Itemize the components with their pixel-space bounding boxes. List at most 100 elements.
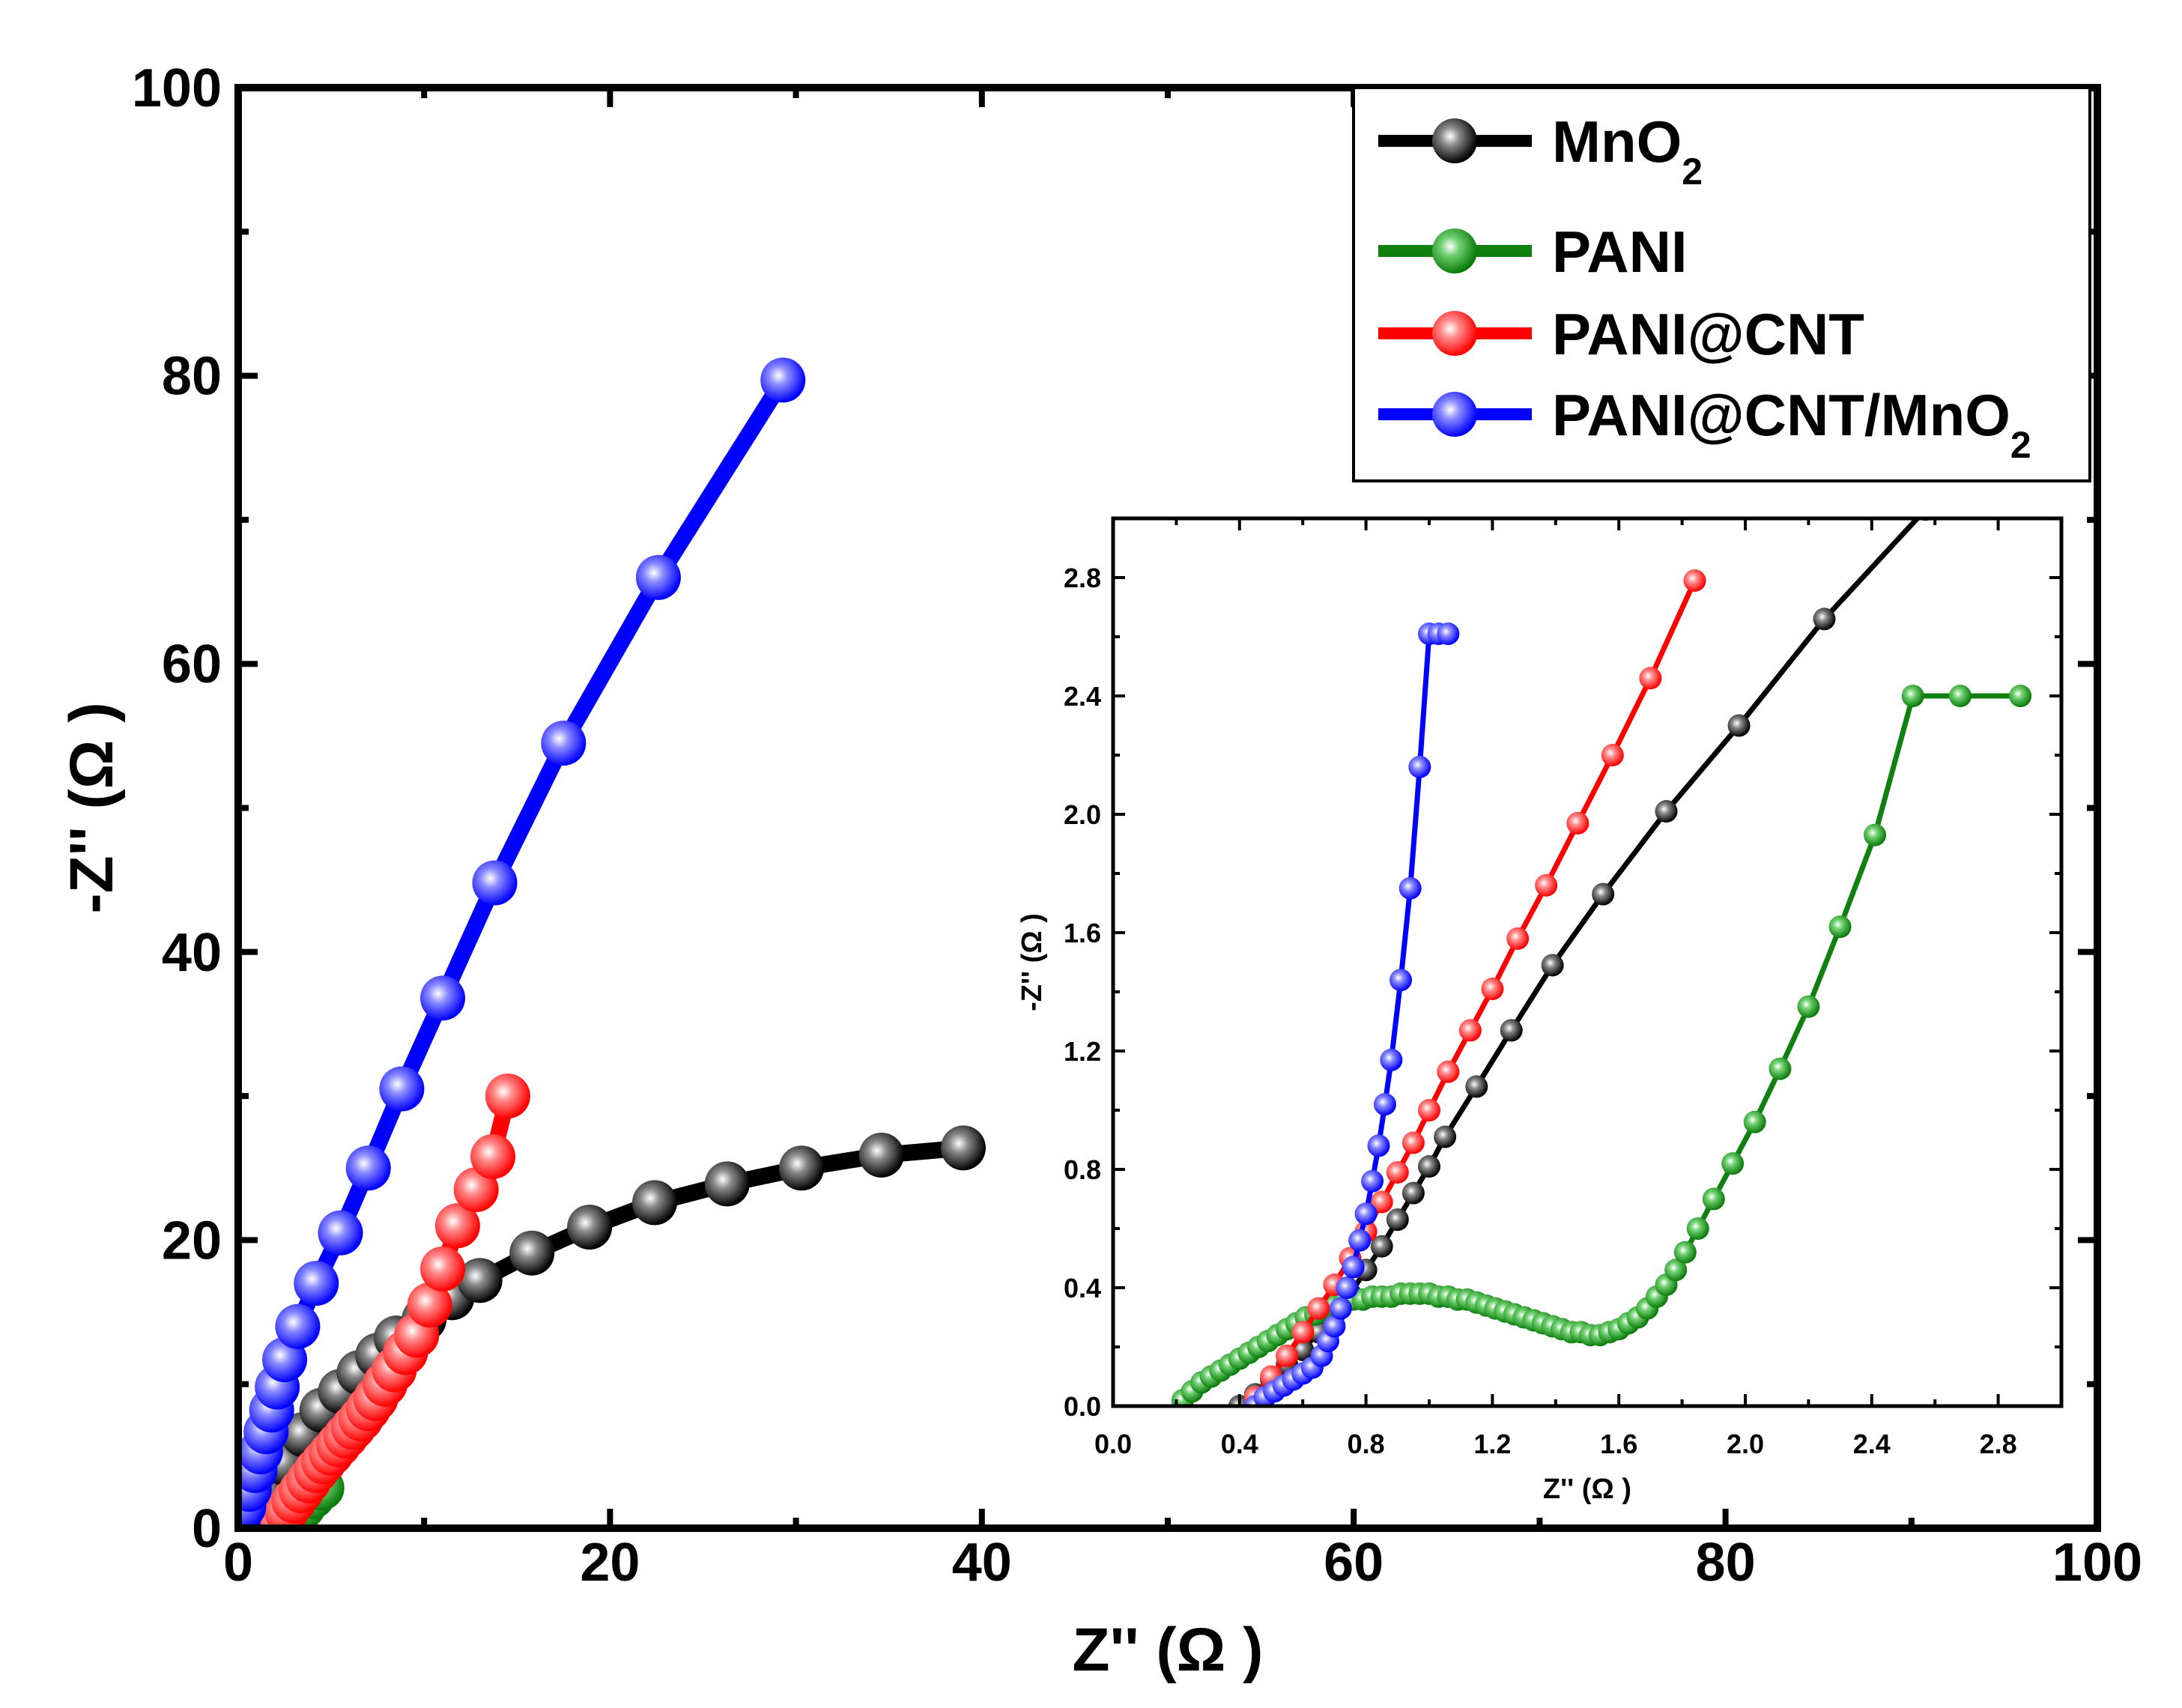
main-point-mno2 (631, 1180, 677, 1226)
inset-y-tick-label: 2.0 (1064, 799, 1101, 830)
inset-y-tick-label: 1.6 (1064, 918, 1101, 948)
inset-point-pani (1686, 1217, 1709, 1240)
legend-entry-pani: PANI (1378, 219, 1688, 285)
inset-x-tick-label: 0.0 (1094, 1429, 1132, 1459)
inset-point-pani-at-cnt-mno2 (1342, 1256, 1365, 1279)
inset-point-pani-at-cnt (1481, 978, 1504, 1001)
main-point-pani-at-cnt-mno2 (420, 975, 466, 1021)
inset-point-pani-at-cnt (1370, 1190, 1393, 1214)
inset-point-pani (1702, 1187, 1725, 1211)
inset-x-tick-label: 0.8 (1348, 1429, 1385, 1459)
legend-marker-mno2 (1432, 118, 1477, 163)
main-y-tick-label: 40 (162, 923, 222, 983)
inset-point-pani (2009, 685, 2032, 707)
inset-point-pani-at-cnt (1639, 667, 1662, 690)
inset-x-tick-label: 1.6 (1600, 1429, 1637, 1459)
main-point-pani-at-cnt (485, 1073, 530, 1119)
main-series-group (238, 357, 986, 1528)
inset-point-pani (1828, 915, 1852, 939)
legend-marker-pani-at-cnt (1432, 311, 1477, 356)
inset-x-tick-label: 2.8 (1980, 1429, 2017, 1459)
inset-point-pani-at-cnt (1458, 1019, 1482, 1042)
inset-x-tick-label: 2.0 (1727, 1429, 1764, 1459)
inset-point-pani (1948, 685, 1972, 707)
inset-point-pani-at-cnt-mno2 (1408, 755, 1431, 778)
inset-point-mno2 (1655, 800, 1678, 823)
main-point-pani-at-cnt (420, 1246, 466, 1291)
legend-marker-pani-at-cnt-mno2 (1432, 392, 1477, 437)
inset-point-pani-at-cnt-mno2 (1398, 876, 1422, 900)
inset-y-tick-label: 0.4 (1064, 1273, 1101, 1303)
inset-point-pani (1901, 685, 1924, 707)
main-y-axis-label: -Z'' (Ω ) (58, 702, 126, 913)
inset-point-mno2 (1727, 714, 1751, 737)
main-plot (238, 357, 986, 1528)
main-point-pani-at-cnt (407, 1282, 452, 1327)
main-x-tick-label: 60 (1324, 1533, 1384, 1593)
inset-point-pani-at-cnt (1566, 811, 1589, 835)
inset-point-pani (1673, 1241, 1697, 1264)
main-x-tick-label: 20 (580, 1533, 640, 1593)
main-point-mno2 (858, 1132, 904, 1178)
main-point-pani-at-cnt (470, 1133, 516, 1179)
inset-x-tick-label: 2.4 (1853, 1429, 1891, 1459)
inset-y-tick-label: 0.8 (1064, 1154, 1101, 1185)
inset-point-pani-at-cnt-mno2 (1389, 969, 1413, 992)
main-point-pani-at-cnt-mno2 (275, 1303, 321, 1349)
legend-label-mno2: MnO2 (1552, 109, 1703, 193)
inset-point-pani-at-cnt (1291, 1321, 1315, 1344)
main-point-pani-at-cnt-mno2 (379, 1066, 425, 1112)
main-point-mno2 (940, 1125, 986, 1171)
inset-background (1113, 518, 2061, 1406)
main-point-pani-at-cnt-mno2 (635, 554, 681, 600)
inset-point-pani-at-cnt-mno2 (1329, 1297, 1352, 1320)
main-y-tick-label: 100 (132, 58, 222, 118)
inset-point-mno2 (1592, 882, 1615, 906)
inset-point-mno2 (1541, 954, 1564, 977)
main-point-pani-at-cnt (434, 1203, 480, 1249)
main-point-pani-at-cnt-mno2 (345, 1145, 391, 1191)
main-point-pani-at-cnt-mno2 (318, 1210, 363, 1256)
inset-point-pani-at-cnt-mno2 (1380, 1048, 1403, 1071)
inset-point-pani-at-cnt-mno2 (1354, 1202, 1378, 1226)
inset-y-tick-label: 0.0 (1064, 1391, 1101, 1422)
inset-point-pani-at-cnt (1506, 927, 1530, 950)
inset-point-pani-at-cnt-mno2 (1437, 623, 1460, 646)
inset-point-pani-at-cnt (1307, 1297, 1330, 1320)
inset-y-tick-label: 1.2 (1064, 1036, 1101, 1067)
main-y-tick-label: 80 (162, 347, 222, 407)
main-y-tick-label: 20 (162, 1211, 222, 1271)
main-point-mno2 (457, 1258, 503, 1303)
inset-series-group (1171, 518, 2032, 1406)
inset-y-axis-label: -Z'' (Ω ) (1016, 913, 1048, 1011)
inset-x-axis-label: Z'' (Ω ) (1543, 1474, 1631, 1505)
inset-point-pani-at-cnt (1418, 1099, 1440, 1121)
main-point-pani-at-cnt-mno2 (472, 860, 518, 906)
inset-axes: 0.0 0.4 0.8 1.2 1.6 2.0 2.4 2.8 0.0 0.4 0.8 1.2 1.6 2… (1016, 516, 2064, 1505)
main-point-mno2 (567, 1205, 613, 1250)
inset-y-tick-label: 2.4 (1064, 681, 1101, 712)
inset-point-pani-at-cnt (1683, 569, 1706, 592)
inset-point-mno2 (1813, 608, 1836, 631)
main-point-mno2 (509, 1230, 555, 1276)
legend-entry-pani-at-cnt-mno2: PANI@CNT/MnO2 (1378, 382, 2031, 466)
inset-point-pani-at-cnt (1601, 744, 1624, 766)
inset-point-pani-at-cnt (1276, 1344, 1299, 1367)
inset-point-pani (1797, 995, 1820, 1018)
inset-point-pani-at-cnt-mno2 (1348, 1229, 1372, 1252)
inset-point-pani (1721, 1152, 1745, 1175)
main-x-tick-label: 0 (223, 1533, 253, 1593)
legend-entry-mno2: MnO2 (1378, 109, 1703, 193)
main-y-tick-label: 60 (162, 635, 222, 694)
legend-marker-pani (1432, 228, 1477, 273)
inset-point-pani (1743, 1110, 1766, 1133)
inset-point-mno2 (1418, 1155, 1440, 1178)
inset-point-mno2 (1370, 1235, 1393, 1258)
legend: MnO2 PANI PANI@CNT PANI@CNT/MnO2 (1352, 86, 2091, 482)
main-point-pani-at-cnt-mno2 (760, 357, 806, 403)
legend-label-pani-at-cnt: PANI@CNT (1552, 301, 1864, 367)
inset-y-tick-label: 2.8 (1064, 563, 1101, 593)
inset-point-pani (1769, 1057, 1792, 1080)
inset-point-mno2 (1434, 1125, 1457, 1148)
